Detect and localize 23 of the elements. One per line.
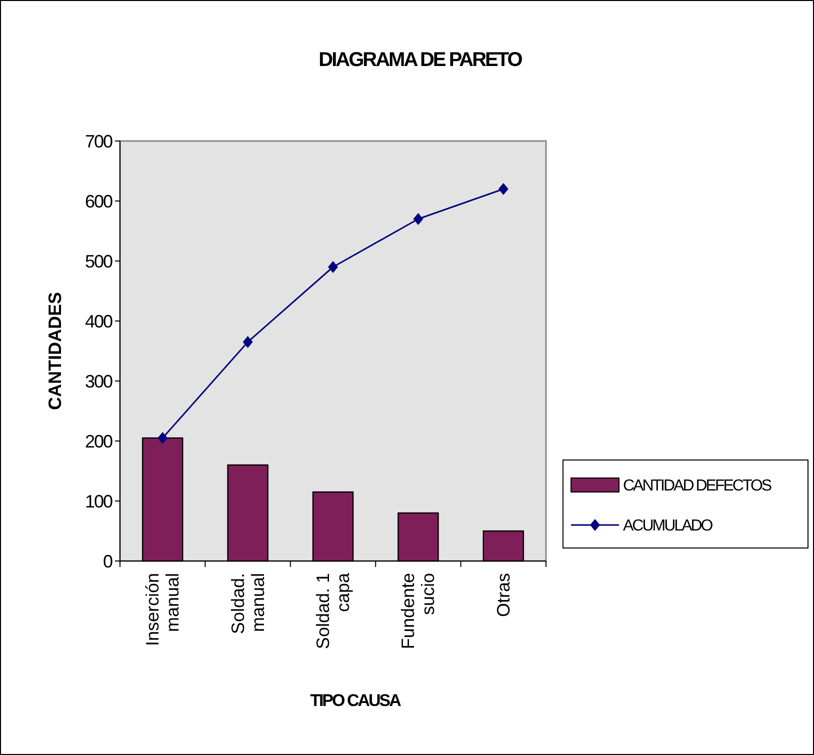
x-axis-title: TIPO CAUSA <box>310 691 402 710</box>
x-tick-label: Inserción manual <box>142 573 183 646</box>
point <box>328 261 338 273</box>
x-tick-label: Otras <box>493 573 514 618</box>
point <box>498 183 508 195</box>
y-tick-label: 400 <box>84 311 113 332</box>
y-tick-label: 200 <box>84 431 113 452</box>
y-tick-label: 100 <box>84 491 113 512</box>
x-tick-label: Fundente sucio <box>398 573 438 650</box>
point <box>413 213 424 225</box>
y-tick-label: 0 <box>102 551 113 572</box>
y-tick-label: 700 <box>84 131 113 152</box>
y-tick-label: 600 <box>84 191 113 212</box>
x-tick-label: Soldad. 1 capa <box>313 572 353 650</box>
legend-label: CANTIDAD DEFECTOS <box>623 478 772 495</box>
y-tick-label: 300 <box>84 371 113 392</box>
y-axis-title: CANTIDADES <box>45 292 65 410</box>
point <box>158 432 168 444</box>
x-tick-label: Soldad. manual <box>228 573 268 634</box>
chart-title: DIAGRAMA DE PARETO <box>318 49 522 71</box>
point <box>242 336 253 348</box>
legend-label: ACUMULADO <box>623 518 713 535</box>
y-tick-label: 500 <box>84 251 113 272</box>
